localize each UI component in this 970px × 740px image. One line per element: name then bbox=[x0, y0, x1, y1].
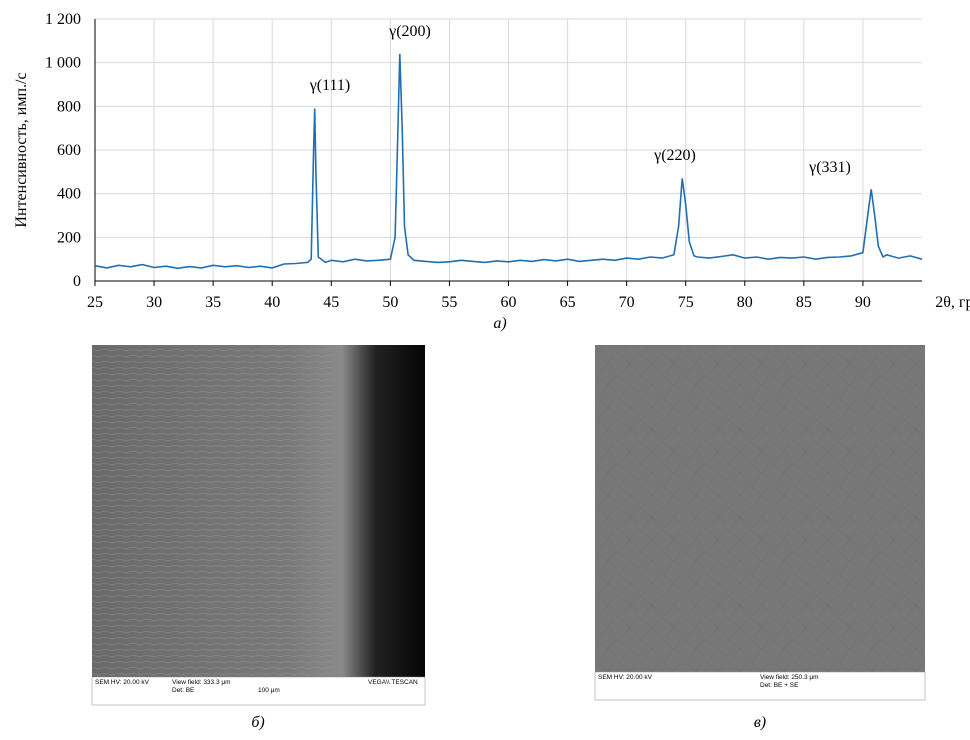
x-tick-label: 65 bbox=[560, 294, 576, 311]
x-tick-label: 60 bbox=[501, 294, 517, 311]
x-tick-label: 85 bbox=[796, 294, 812, 311]
x-tick-label: 55 bbox=[441, 294, 457, 311]
x-tick-label: 70 bbox=[619, 294, 635, 311]
y-tick-label: 400 bbox=[57, 186, 81, 203]
line bbox=[94, 53, 923, 270]
x-tick-label: 75 bbox=[678, 294, 694, 311]
sem-info: 100 μm bbox=[258, 687, 280, 694]
y-tick-label: 1 200 bbox=[45, 11, 81, 28]
y-tick-label: 200 bbox=[57, 229, 81, 246]
x-tick-label: 35 bbox=[205, 294, 221, 311]
sem-info: Det: BE bbox=[172, 687, 195, 694]
x-tick-label: 90 bbox=[855, 294, 871, 311]
x-tick-label: 45 bbox=[323, 294, 339, 311]
sem-image-1 bbox=[91, 345, 426, 706]
sem-info: SEM HV: 20.00 kV bbox=[598, 674, 653, 681]
caption: б) bbox=[251, 714, 264, 731]
peak-label: γ(331) bbox=[808, 159, 851, 176]
x-axis-label: 2θ, град bbox=[935, 294, 970, 311]
sem-info: View field: 250.3 μm bbox=[760, 674, 819, 681]
x-tick-label: 80 bbox=[737, 294, 753, 311]
y-tick-label: 600 bbox=[57, 142, 81, 159]
peak-label: γ(200) bbox=[388, 23, 431, 40]
x-tick-label: 25 bbox=[87, 294, 103, 311]
sem-info: View field: 333.3 μm bbox=[172, 679, 231, 686]
sem-info: Det: BE + SE bbox=[760, 682, 799, 689]
y-tick-label: 1 000 bbox=[45, 55, 81, 72]
peak-label: γ(111) bbox=[309, 77, 351, 94]
y-tick-label: 0 bbox=[73, 273, 81, 290]
x-tick-label: 30 bbox=[146, 294, 162, 311]
peak-label: γ(220) bbox=[653, 147, 696, 164]
sem-info: VEGA\\ TESCAN bbox=[368, 679, 418, 686]
y-axis-label: Интенсивность, имп./с bbox=[13, 72, 30, 227]
sem-info: SEM HV: 20.00 kV bbox=[95, 679, 150, 686]
sem-image-2 bbox=[594, 345, 926, 701]
caption: в) bbox=[754, 714, 766, 731]
caption: а) bbox=[493, 315, 506, 332]
y-tick-label: 800 bbox=[57, 98, 81, 115]
x-tick-label: 50 bbox=[382, 294, 398, 311]
x-tick-label: 40 bbox=[264, 294, 280, 311]
